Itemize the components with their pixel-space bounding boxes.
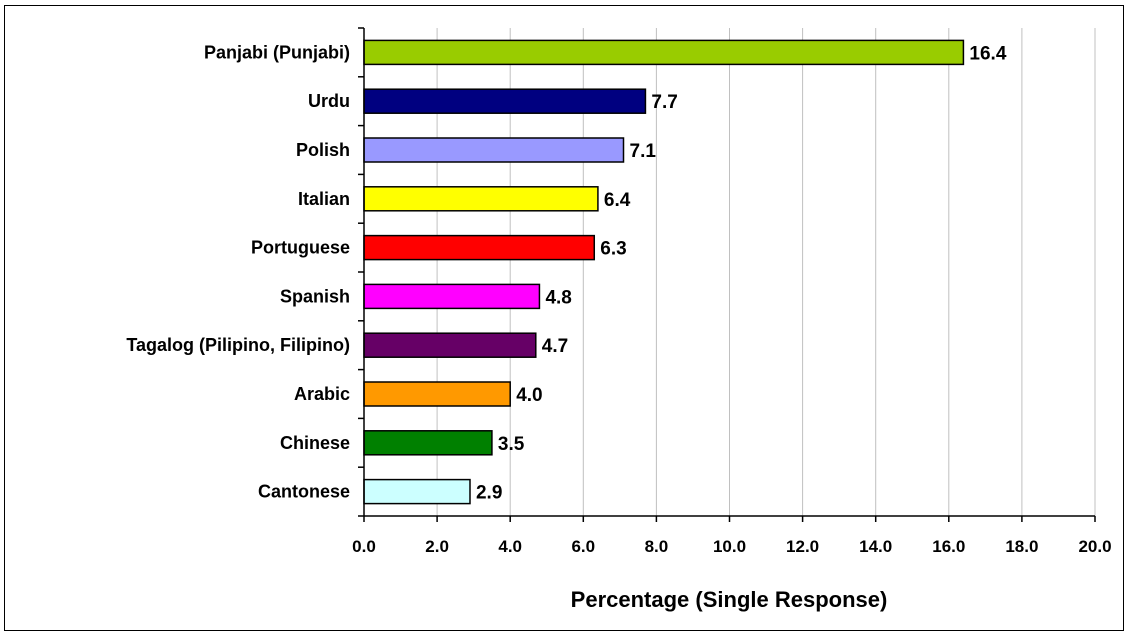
category-label: Spanish	[280, 286, 350, 306]
data-label: 3.5	[498, 434, 525, 455]
data-label: 6.3	[600, 239, 626, 260]
data-label: 4.8	[545, 287, 571, 308]
data-label: 6.4	[604, 190, 631, 211]
x-tick-label: 16.0	[932, 537, 965, 556]
bar	[363, 332, 537, 358]
data-label: 16.4	[969, 43, 1006, 64]
data-labels: 16.4 7.7 7.1 6.4 6.3 4.8 4.7 4.0 3.5 2.9	[476, 43, 1007, 503]
chart-frame: Panjabi (Punjabi) Urdu Polish Italian Portug…	[4, 5, 1124, 631]
bar	[363, 430, 493, 456]
bar	[363, 137, 625, 163]
bar	[363, 381, 511, 407]
bar	[363, 234, 596, 261]
category-label: Panjabi (Punjabi)	[204, 42, 350, 62]
category-label: Tagalog (Pilipino, Filipino)	[126, 335, 350, 355]
bar-chart: Panjabi (Punjabi) Urdu Polish Italian Portug…	[126, 27, 1112, 612]
category-label: Portuguese	[251, 238, 350, 258]
x-tick-label: 18.0	[1005, 537, 1038, 556]
category-label: Urdu	[308, 91, 350, 111]
x-tick-label: 2.0	[425, 537, 449, 556]
axes	[358, 27, 1096, 522]
category-label: Polish	[296, 140, 350, 160]
category-label: Chinese	[280, 433, 350, 453]
category-label: Arabic	[294, 384, 350, 404]
data-label: 4.7	[542, 336, 568, 357]
x-tick-label: 4.0	[498, 537, 522, 556]
x-tick-label: 8.0	[645, 537, 669, 556]
category-labels: Panjabi (Punjabi) Urdu Polish Italian Portug…	[126, 42, 350, 501]
x-tick-label: 20.0	[1078, 537, 1111, 556]
x-tick-labels: 0.0 2.0 4.0 6.0 8.0 10.0 12.0 14.0 16.0 18.0 20.0	[352, 537, 1111, 556]
x-tick-label: 14.0	[859, 537, 892, 556]
x-tick-label: 0.0	[352, 537, 376, 556]
x-tick-label: 6.0	[571, 537, 595, 556]
bars	[363, 39, 965, 505]
bar	[363, 186, 599, 212]
category-label: Cantonese	[258, 482, 350, 502]
bar	[363, 478, 471, 505]
data-label: 7.7	[651, 92, 677, 113]
bar	[363, 39, 965, 66]
bar	[363, 283, 541, 310]
data-label: 7.1	[630, 141, 657, 162]
x-tick-label: 10.0	[713, 537, 746, 556]
bar	[363, 88, 647, 114]
category-label: Italian	[298, 189, 350, 209]
data-label: 2.9	[476, 483, 502, 504]
x-tick-label: 12.0	[786, 537, 819, 556]
x-axis-title: Percentage (Single Response)	[571, 587, 888, 612]
data-label: 4.0	[516, 385, 542, 406]
